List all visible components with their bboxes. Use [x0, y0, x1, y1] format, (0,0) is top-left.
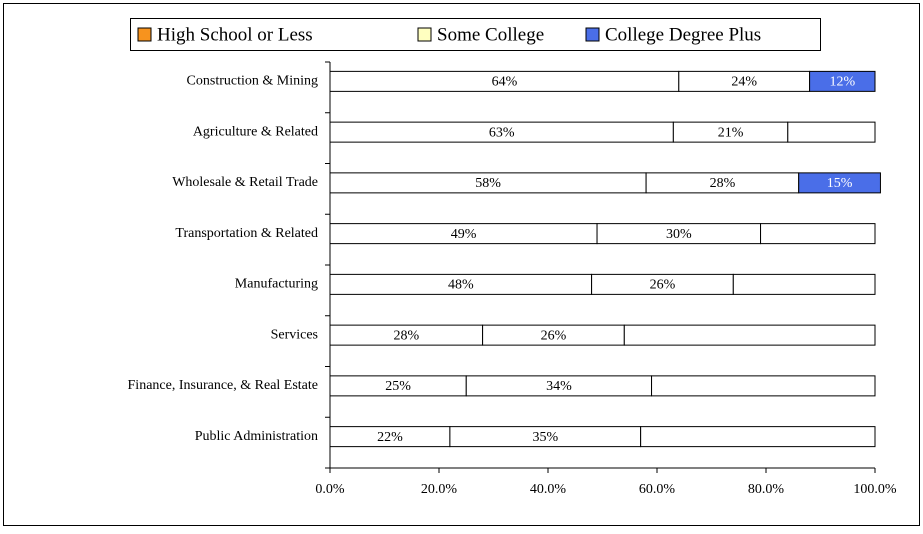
data-label: 24% — [731, 75, 757, 90]
data-label: 28% — [710, 176, 736, 191]
data-label: 15% — [827, 176, 853, 191]
legend-label: Some College — [437, 24, 544, 45]
bar-segment — [809, 70, 876, 92]
x-tick-label: 20.0% — [421, 482, 458, 497]
x-tick-label: 60.0% — [639, 482, 676, 497]
y-tick-label: Construction & Mining — [187, 74, 318, 89]
legend-label: College Degree Plus — [605, 24, 761, 45]
data-label: 26% — [650, 278, 676, 293]
bar-segment — [787, 121, 876, 143]
x-tick-label: 0.0% — [315, 482, 345, 497]
data-label: 12% — [829, 75, 855, 90]
data-label: 25% — [385, 379, 411, 394]
data-label: 58% — [475, 176, 501, 191]
bar-segment — [760, 223, 876, 245]
x-tick-label: 100.0% — [853, 482, 897, 497]
y-tick-label: Public Administration — [195, 429, 318, 444]
data-label: 48% — [448, 278, 474, 293]
y-tick-label: Transportation & Related — [175, 226, 318, 241]
bar-segment — [651, 375, 876, 397]
bar-segment — [623, 324, 876, 346]
data-label: 26% — [541, 328, 567, 343]
data-label: 28% — [393, 328, 419, 343]
data-label: 63% — [489, 125, 515, 140]
y-tick-label: Agriculture & Related — [193, 124, 318, 139]
legend-frame — [130, 18, 821, 51]
data-label: 64% — [492, 75, 518, 90]
data-label: 30% — [666, 227, 692, 242]
y-tick-label: Manufacturing — [235, 277, 318, 292]
x-tick-label: 40.0% — [530, 482, 567, 497]
bar-segment — [798, 172, 881, 194]
x-tick-label: 80.0% — [748, 482, 785, 497]
y-tick-label: Finance, Insurance, & Real Estate — [128, 378, 318, 393]
data-label: 35% — [532, 430, 558, 445]
legend-swatch — [137, 27, 152, 42]
data-label: 21% — [718, 125, 744, 140]
legend: High School or Less Some College College D… — [137, 24, 761, 45]
data-label: 34% — [546, 379, 572, 394]
bar-segment — [640, 426, 876, 448]
bar-segment — [732, 273, 876, 295]
legend-label: High School or Less — [157, 24, 313, 45]
legend-swatch — [585, 27, 600, 42]
data-label: 49% — [451, 227, 477, 242]
y-tick-label: Services — [271, 327, 318, 342]
y-tick-label: Wholesale & Retail Trade — [172, 175, 318, 190]
data-label: 22% — [377, 430, 403, 445]
legend-swatch — [417, 27, 432, 42]
